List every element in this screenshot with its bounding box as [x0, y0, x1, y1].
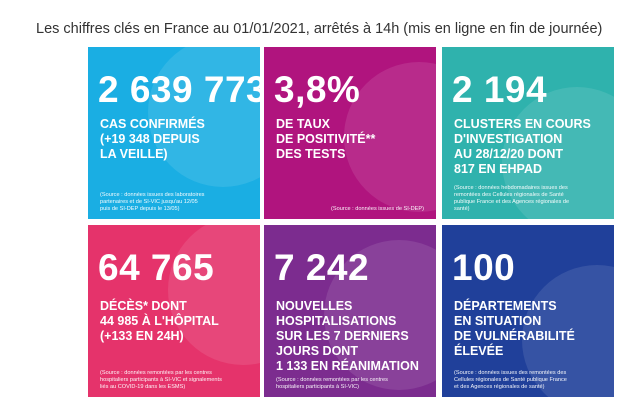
source-line: (Source : données issues des laboratoire…	[100, 192, 205, 198]
label-line: AU 28/12/20 DONT	[454, 147, 564, 161]
decoration	[168, 225, 260, 365]
stat-tile: 2 639 773 CAS CONFIRMÉS (+19 348 DEPUIS LA …	[88, 47, 260, 219]
label-line: DÉPARTEMENTS	[454, 299, 557, 313]
source-line: remontées des Cellules régionales de San…	[454, 192, 564, 198]
stat-tile: 100 DÉPARTEMENTS EN SITUATION DE VULNÉRABIL…	[442, 225, 614, 397]
label-line: ÉLEVÉE	[454, 344, 504, 358]
stat-tile: 64 765 DÉCÈS* DONT 44 985 À L'HÔPITAL (+133…	[88, 225, 260, 397]
stat-figure: 2 639 773	[98, 69, 260, 110]
stat-label: NOUVELLES HOSPITALISATIONS SUR LES 7 DERNI…	[276, 299, 419, 374]
source-line: et des Agences régionales de santé)	[454, 384, 545, 390]
label-line: EN SITUATION	[454, 314, 542, 328]
decoration	[324, 240, 436, 390]
label-line: DE POSITIVITÉ**	[276, 132, 376, 146]
source-line: (Source : données hebdomadaires issues d…	[454, 185, 568, 191]
label-line: DE TAUX	[276, 117, 330, 131]
label-line: 817 EN EHPAD	[454, 162, 542, 176]
label-line: DE VULNÉRABILITÉ	[454, 329, 575, 343]
source-line: publique France et des Agences régionale…	[454, 199, 570, 205]
stat-tile: 3,8% DE TAUX DE POSITIVITÉ** DES TESTS (Sour…	[264, 47, 436, 219]
source-line: (Source : données remontées par les cent…	[276, 377, 388, 383]
stat-figure: 2 194	[452, 69, 548, 110]
label-line: SUR LES 7 DERNIERS	[276, 329, 409, 343]
label-line: HOSPITALISATIONS	[276, 314, 397, 328]
source-line: (Source : données issues des remontées d…	[454, 370, 567, 376]
label-line: DÉCÈS* DONT	[100, 299, 187, 313]
stat-label: CAS CONFIRMÉS (+19 348 DEPUIS LA VEILLE)	[100, 117, 205, 162]
label-line: D'INVESTIGATION	[454, 132, 563, 146]
source-line: (Source : données remontées par les cent…	[100, 370, 212, 376]
page-title: Les chiffres clés en France au 01/01/202…	[36, 21, 603, 37]
source-line: hospitaliers participants à SI-VIC et si…	[100, 377, 222, 383]
label-line: DES TESTS	[276, 147, 346, 161]
source-line: hospitaliers participants à SI-VIC)	[276, 384, 360, 390]
label-line: CAS CONFIRMÉS	[100, 117, 205, 131]
source-note: (Source : données remontées par les cent…	[100, 370, 222, 391]
label-line: CLUSTERS EN COURS	[454, 117, 591, 131]
source-line: puis de SI-DEP depuis le 13/05)	[100, 206, 180, 212]
label-line: NOUVELLES	[276, 299, 353, 313]
source-note: (Source : données hebdomadaires issues d…	[454, 185, 569, 213]
source-line: santé)	[454, 206, 470, 212]
stat-label: DÉCÈS* DONT 44 985 À L'HÔPITAL (+133 EN 24…	[100, 299, 219, 344]
source-line: liés au COVID-19 dans les ESMS)	[100, 384, 186, 390]
source-note: (Source : données issues de SI-DEP)	[331, 206, 424, 213]
label-line: JOURS DONT	[276, 344, 358, 358]
source-note: (Source : données issues des remontées d…	[454, 370, 567, 391]
stat-figure: 100	[452, 247, 516, 288]
stat-tile: 7 242 NOUVELLES HOSPITALISATIONS SUR LES 7 …	[264, 225, 436, 397]
source-line: Cellules régionales de Santé publique Fr…	[454, 377, 567, 383]
label-line: (+19 348 DEPUIS	[100, 132, 200, 146]
stat-label: DE TAUX DE POSITIVITÉ** DES TESTS	[276, 117, 375, 162]
stat-figure: 64 765	[98, 247, 215, 288]
label-line: 44 985 À L'HÔPITAL	[100, 314, 219, 328]
source-note: (Source : données issues des laboratoire…	[100, 192, 204, 213]
label-line: 1 133 EN RÉANIMATION	[276, 359, 419, 373]
stat-figure: 3,8%	[274, 69, 361, 110]
source-note: (Source : données remontées par les cent…	[276, 377, 388, 391]
stat-tile: 2 194 CLUSTERS EN COURS D'INVESTIGATION AU …	[442, 47, 614, 219]
stat-label: CLUSTERS EN COURS D'INVESTIGATION AU 28/12…	[454, 117, 591, 177]
label-line: (+133 EN 24H)	[100, 329, 184, 343]
stat-label: DÉPARTEMENTS EN SITUATION DE VULNÉRABILITÉ…	[454, 299, 575, 359]
label-line: LA VEILLE)	[100, 147, 168, 161]
source-line: partenaires et de SI-VIC jusqu'au 12/05	[100, 199, 198, 205]
stat-figure: 7 242	[274, 247, 370, 288]
source-line: (Source : données issues de SI-DEP)	[331, 206, 424, 212]
